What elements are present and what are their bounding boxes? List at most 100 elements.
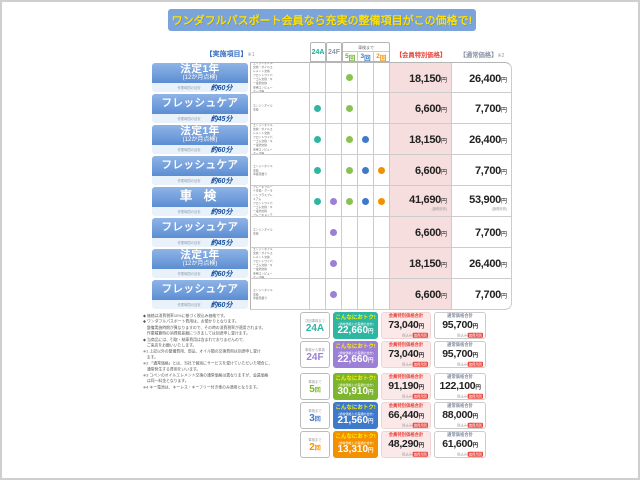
dot-cell-5: [342, 124, 358, 155]
work-time: 作業時間の目安 約45分: [152, 114, 248, 123]
included-dot: [346, 74, 353, 81]
fee-badge: 諸費用別: [412, 332, 428, 338]
service-name: フレッシュケア: [161, 159, 239, 172]
fine-print-notes: ◆ 価格は消費税率10%に基づく税込み価格です。 ◆ ワンダフルパスポート費用は…: [143, 313, 273, 390]
included-dot: [314, 197, 321, 205]
dot-cell-24f: [326, 155, 342, 186]
fee-badge: 諸費用別: [412, 393, 428, 399]
service-sub: (12か月点検): [182, 75, 218, 82]
normal-total-card: 通常価格合計 95,700円 税込み 諸費用別: [434, 312, 486, 339]
included-dot: [314, 104, 321, 112]
service-name: フレッシュケア: [161, 97, 239, 110]
dot-cell-5: [342, 62, 358, 93]
items-cell: エンジンオイル交換 車検見積り: [250, 155, 310, 186]
dot-cell-2: [374, 217, 390, 248]
service-name: 車 検: [179, 189, 221, 204]
plan-tag: 車検から車検 24F: [300, 341, 330, 368]
normal-total-card: 通常価格合計 122,100円 税込み 諸費用別: [434, 373, 486, 400]
included-dot: [378, 197, 385, 205]
plan-tag: 次回車検まで 24A: [300, 312, 330, 339]
member-total-card: 会員特別価格合計 73,040円 税込み 諸費用別: [381, 312, 431, 339]
dot-cell-2: [374, 186, 390, 217]
service-label-cell: 法定1年 (12か月点検) 作業時間の目安 約60分: [150, 248, 250, 279]
dot-cell-24f: [326, 217, 342, 248]
savings-card: こんなにおトク! (通常価格との差額の合計) 30,910円: [333, 373, 378, 400]
dot-cell-24f: [326, 248, 342, 279]
service-label-cell: フレッシュケア 作業時間の目安 約45分: [150, 217, 250, 248]
normal-price-cell: 7,700円: [452, 217, 512, 248]
summary-row: 次回車検まで 24A こんなにおトク! (通常価格との差額の合計) 22,660…: [300, 312, 490, 339]
fee-badge: 諸費用別: [412, 451, 428, 457]
dot-cell-2: [374, 62, 390, 93]
included-dot: [346, 104, 353, 112]
normal-price-cell: 26,400円: [452, 248, 512, 279]
normal-price-cell: 53,900円 (諸費用別): [452, 186, 512, 217]
dot-cell-24f: [326, 93, 342, 124]
included-dot: [314, 135, 321, 143]
page-title: ワンダフルパスポート会員なら充実の整備項目がこの価格で!: [171, 15, 473, 27]
summary-row: 車検まで 3回 こんなにおトク! (通常価格との差額の合計) 21,560円 会…: [300, 402, 490, 429]
included-dot: [314, 166, 321, 174]
table-row: フレッシュケア 作業時間の目安 約60分 エンジンオイル交換 車検見積り 6,60…: [150, 279, 512, 310]
member-price-cell: 18,150円: [390, 248, 452, 279]
fee-badge: 諸費用別: [467, 451, 483, 457]
included-dot: [346, 197, 353, 205]
dot-cell-2: [374, 248, 390, 279]
dot-cell-5: [342, 248, 358, 279]
service-label-cell: 車 検 作業時間の目安 約90分: [150, 186, 250, 217]
service-name: フレッシュケア: [161, 283, 239, 296]
dot-cell-3: [358, 248, 374, 279]
plan-summary: 次回車検まで 24A こんなにおトク! (通常価格との差額の合計) 22,660…: [300, 312, 490, 458]
service-name: 法定1年: [180, 63, 220, 76]
included-dot: [330, 290, 337, 298]
member-price-cell: 6,600円: [390, 279, 452, 310]
items-cell: エンジンオイル交換 車検見積り: [250, 279, 310, 310]
normal-total-card: 通常価格合計 95,700円 税込み 諸費用別: [434, 341, 486, 368]
included-dot: [378, 166, 385, 174]
included-dot: [362, 135, 369, 143]
service-label-cell: フレッシュケア 作業時間の目安 約45分: [150, 93, 250, 124]
normal-price-cell: 7,700円: [452, 93, 512, 124]
dot-cell-5: [342, 155, 358, 186]
dot-cell-24f: [326, 62, 342, 93]
included-dot: [346, 135, 353, 143]
work-time: 作業時間の目安 約90分: [152, 207, 248, 216]
included-dot: [330, 197, 337, 205]
dot-cell-5: [342, 93, 358, 124]
work-time: 作業時間の目安 約60分: [152, 300, 248, 309]
service-name: 法定1年: [180, 125, 220, 138]
summary-row: 車検から車検 24F こんなにおトク! (通常価格との差額の合計) 22,660…: [300, 341, 490, 368]
member-total-card: 会員特別価格合計 66,440円 税込み 諸費用別: [381, 402, 431, 429]
member-price-cell: 18,150円: [390, 124, 452, 155]
dot-cell-3: [358, 279, 374, 310]
service-label-cell: フレッシュケア 作業時間の目安 約60分: [150, 155, 250, 186]
table-row: フレッシュケア 作業時間の目安 約45分 エンジンオイル交換 6,600円 7,7…: [150, 93, 512, 124]
included-dot: [362, 166, 369, 174]
table-row: 法定1年 (12か月点検) 作業時間の目安 約60分 エンジンオイル交換・オイルエレ…: [150, 124, 512, 155]
dot-cell-24a: [310, 248, 326, 279]
service-label-cell: 法定1年 (12か月点検) 作業時間の目安 約60分: [150, 62, 250, 93]
service-name: 法定1年: [180, 249, 220, 262]
included-dot: [362, 197, 369, 205]
fee-badge: 諸費用別: [412, 361, 428, 367]
summary-row: 車検まで 2回 こんなにおトク! (通常価格との差額の合計) 13,310円 会…: [300, 431, 490, 458]
items-cell: エンジンオイル交換・オイルエレメント交換 フロントワイパーゴム交換・キー電池交換…: [250, 248, 310, 279]
items-cell: エンジンオイル交換: [250, 217, 310, 248]
table-row: フレッシュケア 作業時間の目安 約60分 エンジンオイル交換 車検見積り 6,60…: [150, 155, 512, 186]
dot-cell-24f: [326, 279, 342, 310]
normal-total-card: 通常価格合計 88,000円 税込み 諸費用別: [434, 402, 486, 429]
included-dot: [330, 259, 337, 267]
dot-cell-5: [342, 217, 358, 248]
items-cell: エンジンオイル交換・オイルエレメント交換 ブレーキフルード交換・クーラントプラス…: [250, 186, 310, 217]
items-cell: エンジンオイル交換・オイルエレメント交換 フロントワイパーゴム交換・キー電池交換…: [250, 124, 310, 155]
dot-cell-24a: [310, 279, 326, 310]
items-column-header: 【実施項目】※1: [205, 51, 255, 58]
dot-cell-24a: [310, 155, 326, 186]
dot-cell-2: [374, 279, 390, 310]
member-total-card: 会員特別価格合計 91,190円 税込み 諸費用別: [381, 373, 431, 400]
work-time: 作業時間の目安 約60分: [152, 269, 248, 278]
